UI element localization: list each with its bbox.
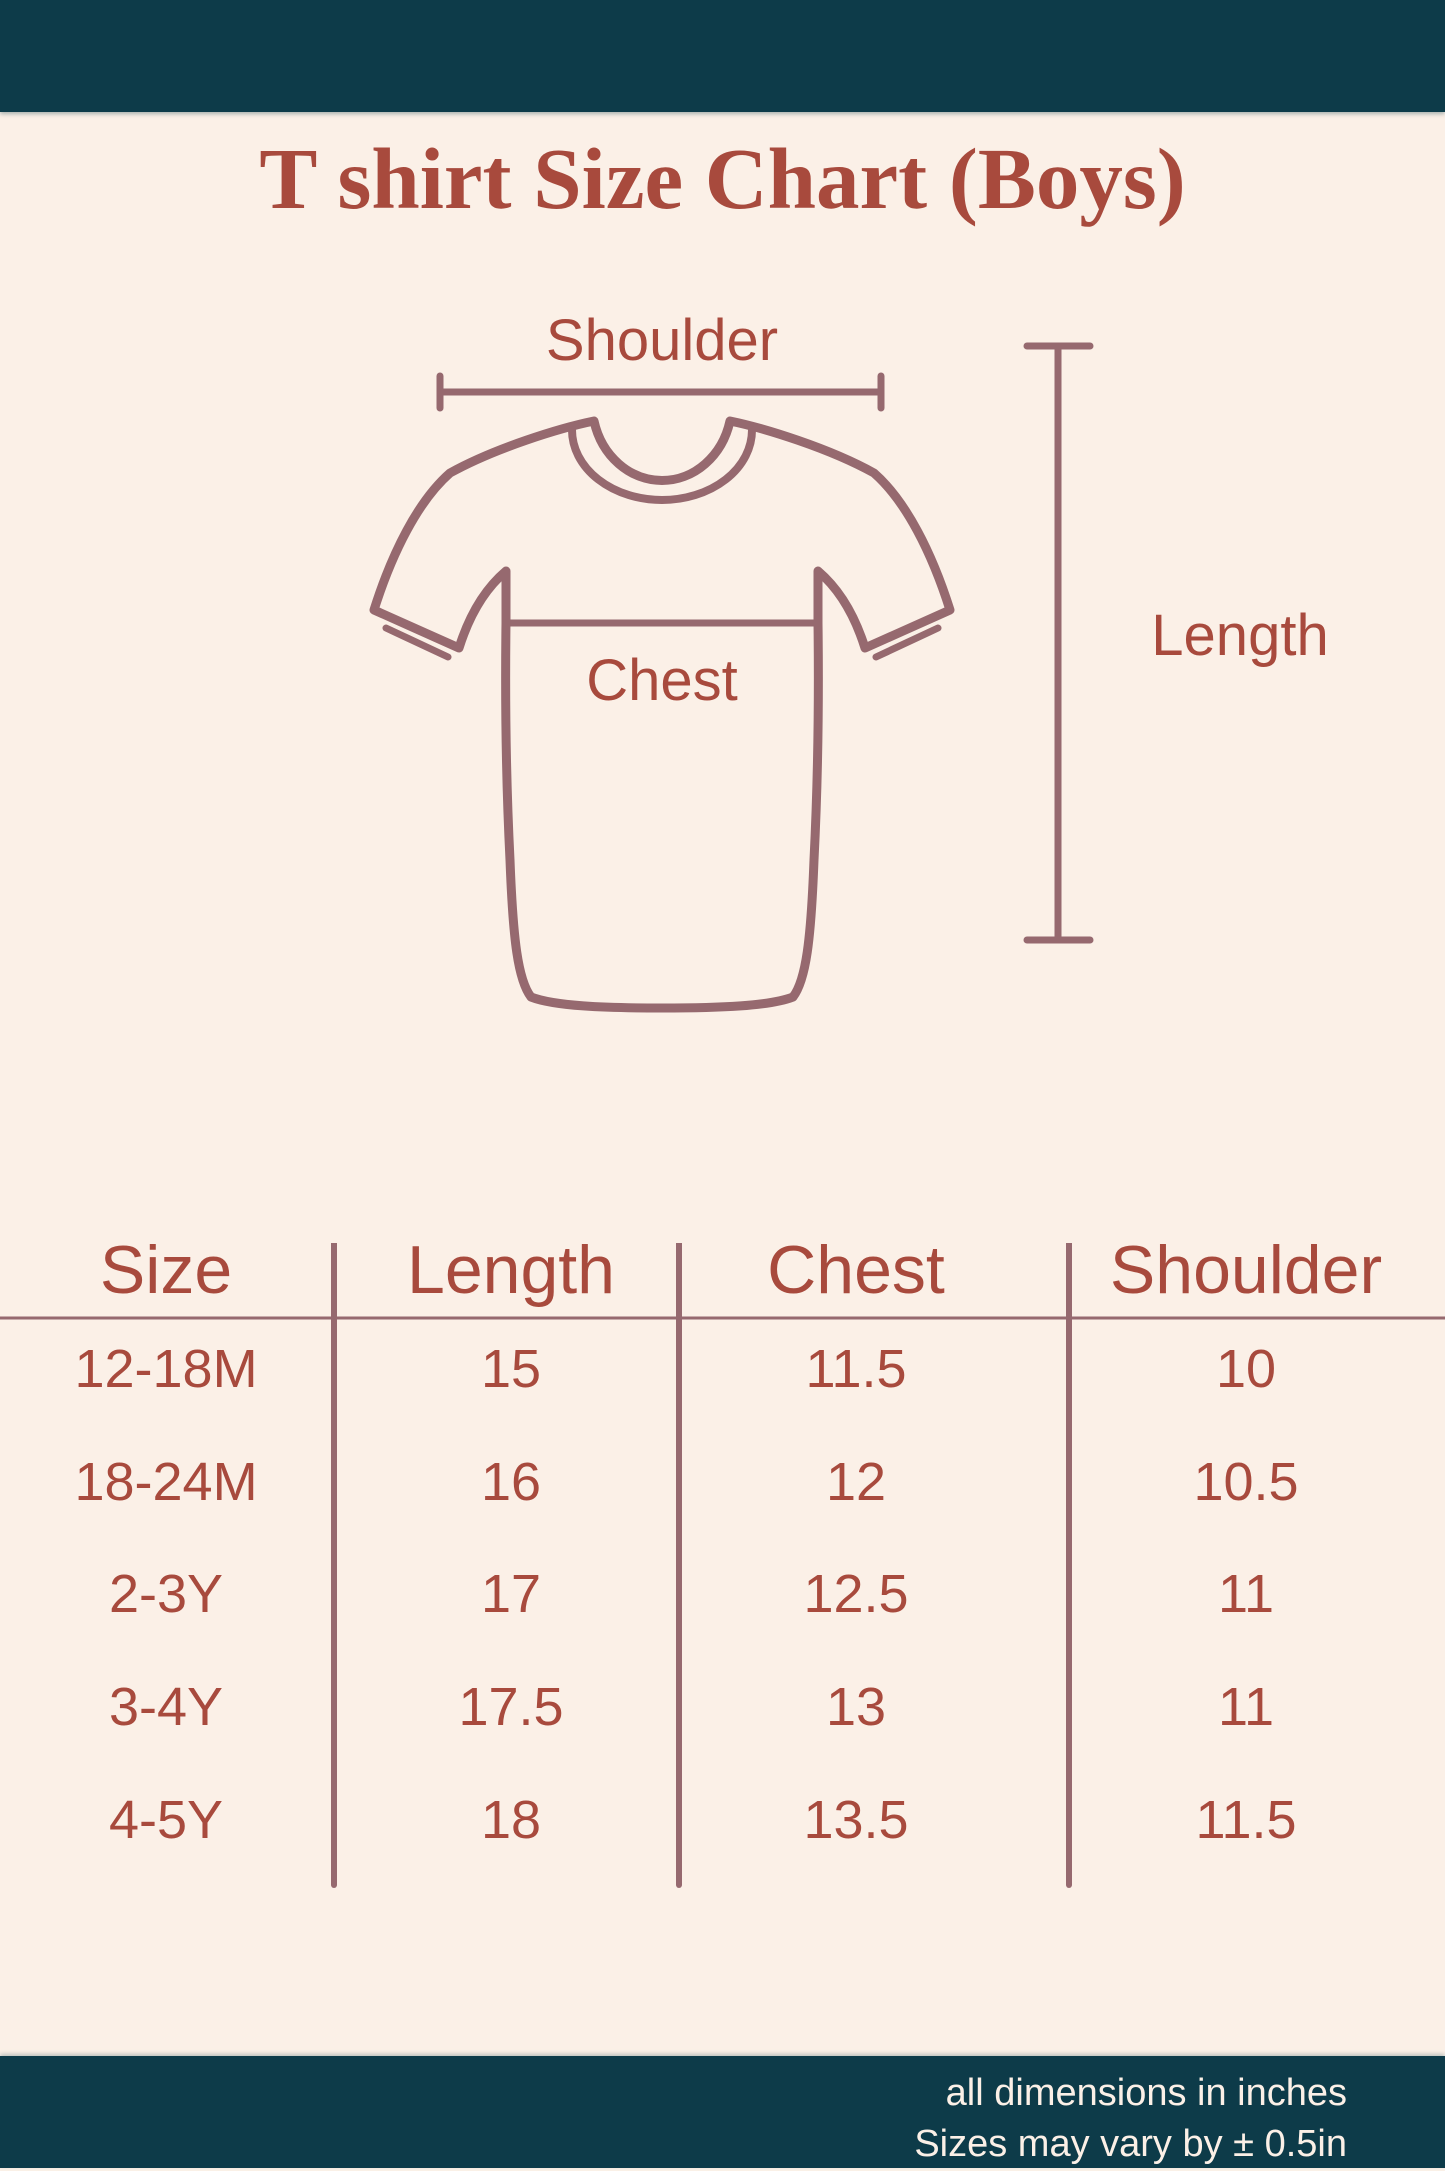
svg-text:Chest: Chest — [586, 648, 738, 713]
svg-text:Shoulder: Shoulder — [546, 308, 778, 373]
svg-text:Length: Length — [1151, 603, 1328, 668]
